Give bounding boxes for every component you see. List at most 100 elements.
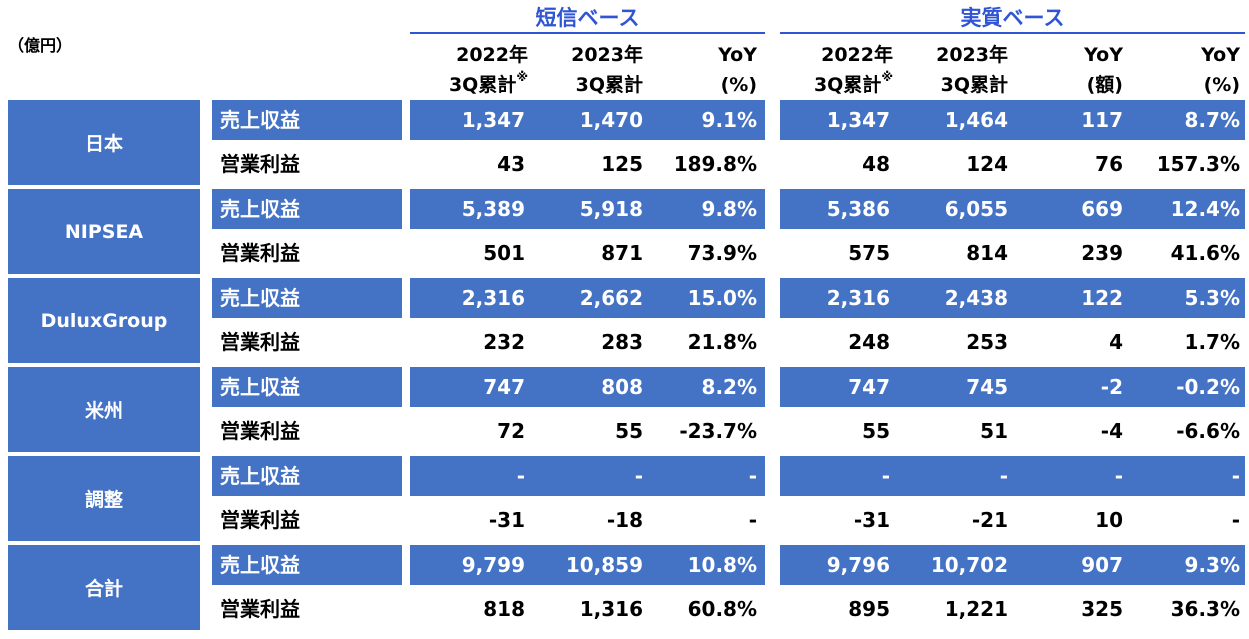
row-metric-label: 売上収益 — [220, 108, 300, 132]
value-cell: 239 — [1081, 241, 1123, 265]
value-cell: - — [999, 464, 1008, 488]
value-cell: 1,347 — [461, 108, 525, 132]
row-band-background — [410, 456, 765, 496]
value-cell: 76 — [1095, 152, 1123, 176]
value-cell: 124 — [966, 152, 1008, 176]
value-cell: 253 — [966, 330, 1008, 354]
value-cell: 122 — [1081, 286, 1123, 310]
value-cell: 73.9% — [687, 241, 757, 265]
row-band-background — [780, 189, 1245, 229]
value-cell: 818 — [483, 597, 525, 621]
value-cell: 9.8% — [701, 197, 757, 221]
region-label: 日本 — [8, 100, 200, 185]
value-cell: 325 — [1081, 597, 1123, 621]
value-cell: 8.2% — [701, 375, 757, 399]
value-cell: 1.7% — [1184, 330, 1240, 354]
row-metric-label: 売上収益 — [220, 286, 300, 310]
value-cell: 10.8% — [687, 553, 757, 577]
value-cell: - — [1231, 508, 1240, 532]
column-header: YoY (額) — [1003, 40, 1123, 100]
section-title-jisshitsu: 実質ベース — [960, 6, 1065, 30]
row-metric-label: 営業利益 — [220, 330, 300, 354]
value-cell: 36.3% — [1170, 597, 1240, 621]
column-header-line1: 2022年 — [821, 44, 893, 66]
value-cell: 907 — [1081, 553, 1123, 577]
value-cell: 9,796 — [826, 553, 890, 577]
row-band-background — [780, 100, 1245, 140]
table-row: 売上収益 1,347 1,470 9.1% 1,347 1,464 117 8.7% — [212, 100, 1245, 140]
value-cell: 10,702 — [930, 553, 1008, 577]
row-metric-label: 営業利益 — [220, 419, 300, 443]
value-cell: 6,055 — [944, 197, 1008, 221]
row-metric-label: 売上収益 — [220, 197, 300, 221]
value-cell: 9,799 — [461, 553, 525, 577]
value-cell: - — [748, 508, 757, 532]
column-header-line2: 3Q累計 — [575, 74, 643, 96]
value-cell: 501 — [483, 241, 525, 265]
row-label-background — [212, 367, 402, 407]
value-cell: -31 — [853, 508, 890, 532]
value-cell: 1,221 — [944, 597, 1008, 621]
row-label-background — [212, 100, 402, 140]
value-cell: 2,438 — [944, 286, 1008, 310]
row-band-background — [410, 545, 765, 585]
section-title-tanshin: 短信ベース — [535, 6, 640, 30]
value-cell: - — [1114, 464, 1123, 488]
row-band-background — [780, 456, 1245, 496]
row-band-background — [410, 189, 765, 229]
value-cell: 5.3% — [1184, 286, 1240, 310]
column-header-line2: 3Q累計 — [940, 74, 1008, 96]
region-label: NIPSEA — [8, 189, 200, 274]
value-cell: 2,662 — [579, 286, 643, 310]
column-header-line1: YoY — [1201, 44, 1240, 66]
value-cell: 51 — [980, 419, 1008, 443]
value-cell: 21.8% — [687, 330, 757, 354]
row-label-background — [212, 456, 402, 496]
table-row: 営業利益 -31 -18 - -31 -21 10 - — [212, 500, 1245, 540]
value-cell: 43 — [497, 152, 525, 176]
value-cell: 5,386 — [826, 197, 890, 221]
column-header-line2: (%) — [1203, 74, 1240, 96]
value-cell: 232 — [483, 330, 525, 354]
row-metric-label: 営業利益 — [220, 508, 300, 532]
value-cell: 747 — [483, 375, 525, 399]
table-row: 営業利益 72 55 -23.7% 55 51 -4 -6.6% — [212, 411, 1245, 451]
value-cell: - — [1231, 464, 1240, 488]
section-underline-jisshitsu — [780, 32, 1245, 34]
column-header-line1: 2023年 — [936, 44, 1008, 66]
value-cell: 747 — [848, 375, 890, 399]
table-row: 売上収益 9,799 10,859 10.8% 9,796 10,702 907 9.3% — [212, 545, 1245, 585]
value-cell: 895 — [848, 597, 890, 621]
value-cell: 157.3% — [1156, 152, 1240, 176]
row-label-background — [212, 278, 402, 318]
column-header-line2: 3Q累計※ — [448, 70, 528, 96]
value-cell: 1,464 — [944, 108, 1008, 132]
value-cell: - — [634, 464, 643, 488]
value-cell: 808 — [601, 375, 643, 399]
value-cell: 1,347 — [826, 108, 890, 132]
region-label: DuluxGroup — [8, 278, 200, 363]
row-band-background — [780, 367, 1245, 407]
column-header-line2: 3Q累計※ — [813, 70, 893, 96]
value-cell: 248 — [848, 330, 890, 354]
value-cell: -23.7% — [679, 419, 757, 443]
value-cell: 55 — [862, 419, 890, 443]
value-cell: 5,389 — [461, 197, 525, 221]
value-cell: 117 — [1081, 108, 1123, 132]
row-label-background — [212, 545, 402, 585]
value-cell: 125 — [601, 152, 643, 176]
column-header: YoY (%) — [637, 40, 757, 100]
value-cell: -6.6% — [1176, 419, 1240, 443]
value-cell: 15.0% — [687, 286, 757, 310]
table-row: 営業利益 818 1,316 60.8% 895 1,221 325 36.3% — [212, 589, 1245, 629]
table-row: 売上収益 2,316 2,662 15.0% 2,316 2,438 122 5.3% — [212, 278, 1245, 318]
value-cell: -21 — [971, 508, 1008, 532]
value-cell: 9.1% — [701, 108, 757, 132]
region-label: 合計 — [8, 545, 200, 630]
table-row: 営業利益 43 125 189.8% 48 124 76 157.3% — [212, 144, 1245, 184]
column-header: 2022年 3Q累計※ — [773, 40, 893, 100]
row-band-background — [410, 100, 765, 140]
footnote-mark: ※ — [516, 70, 528, 84]
value-cell: 2,316 — [826, 286, 890, 310]
region-label: 米州 — [8, 367, 200, 452]
